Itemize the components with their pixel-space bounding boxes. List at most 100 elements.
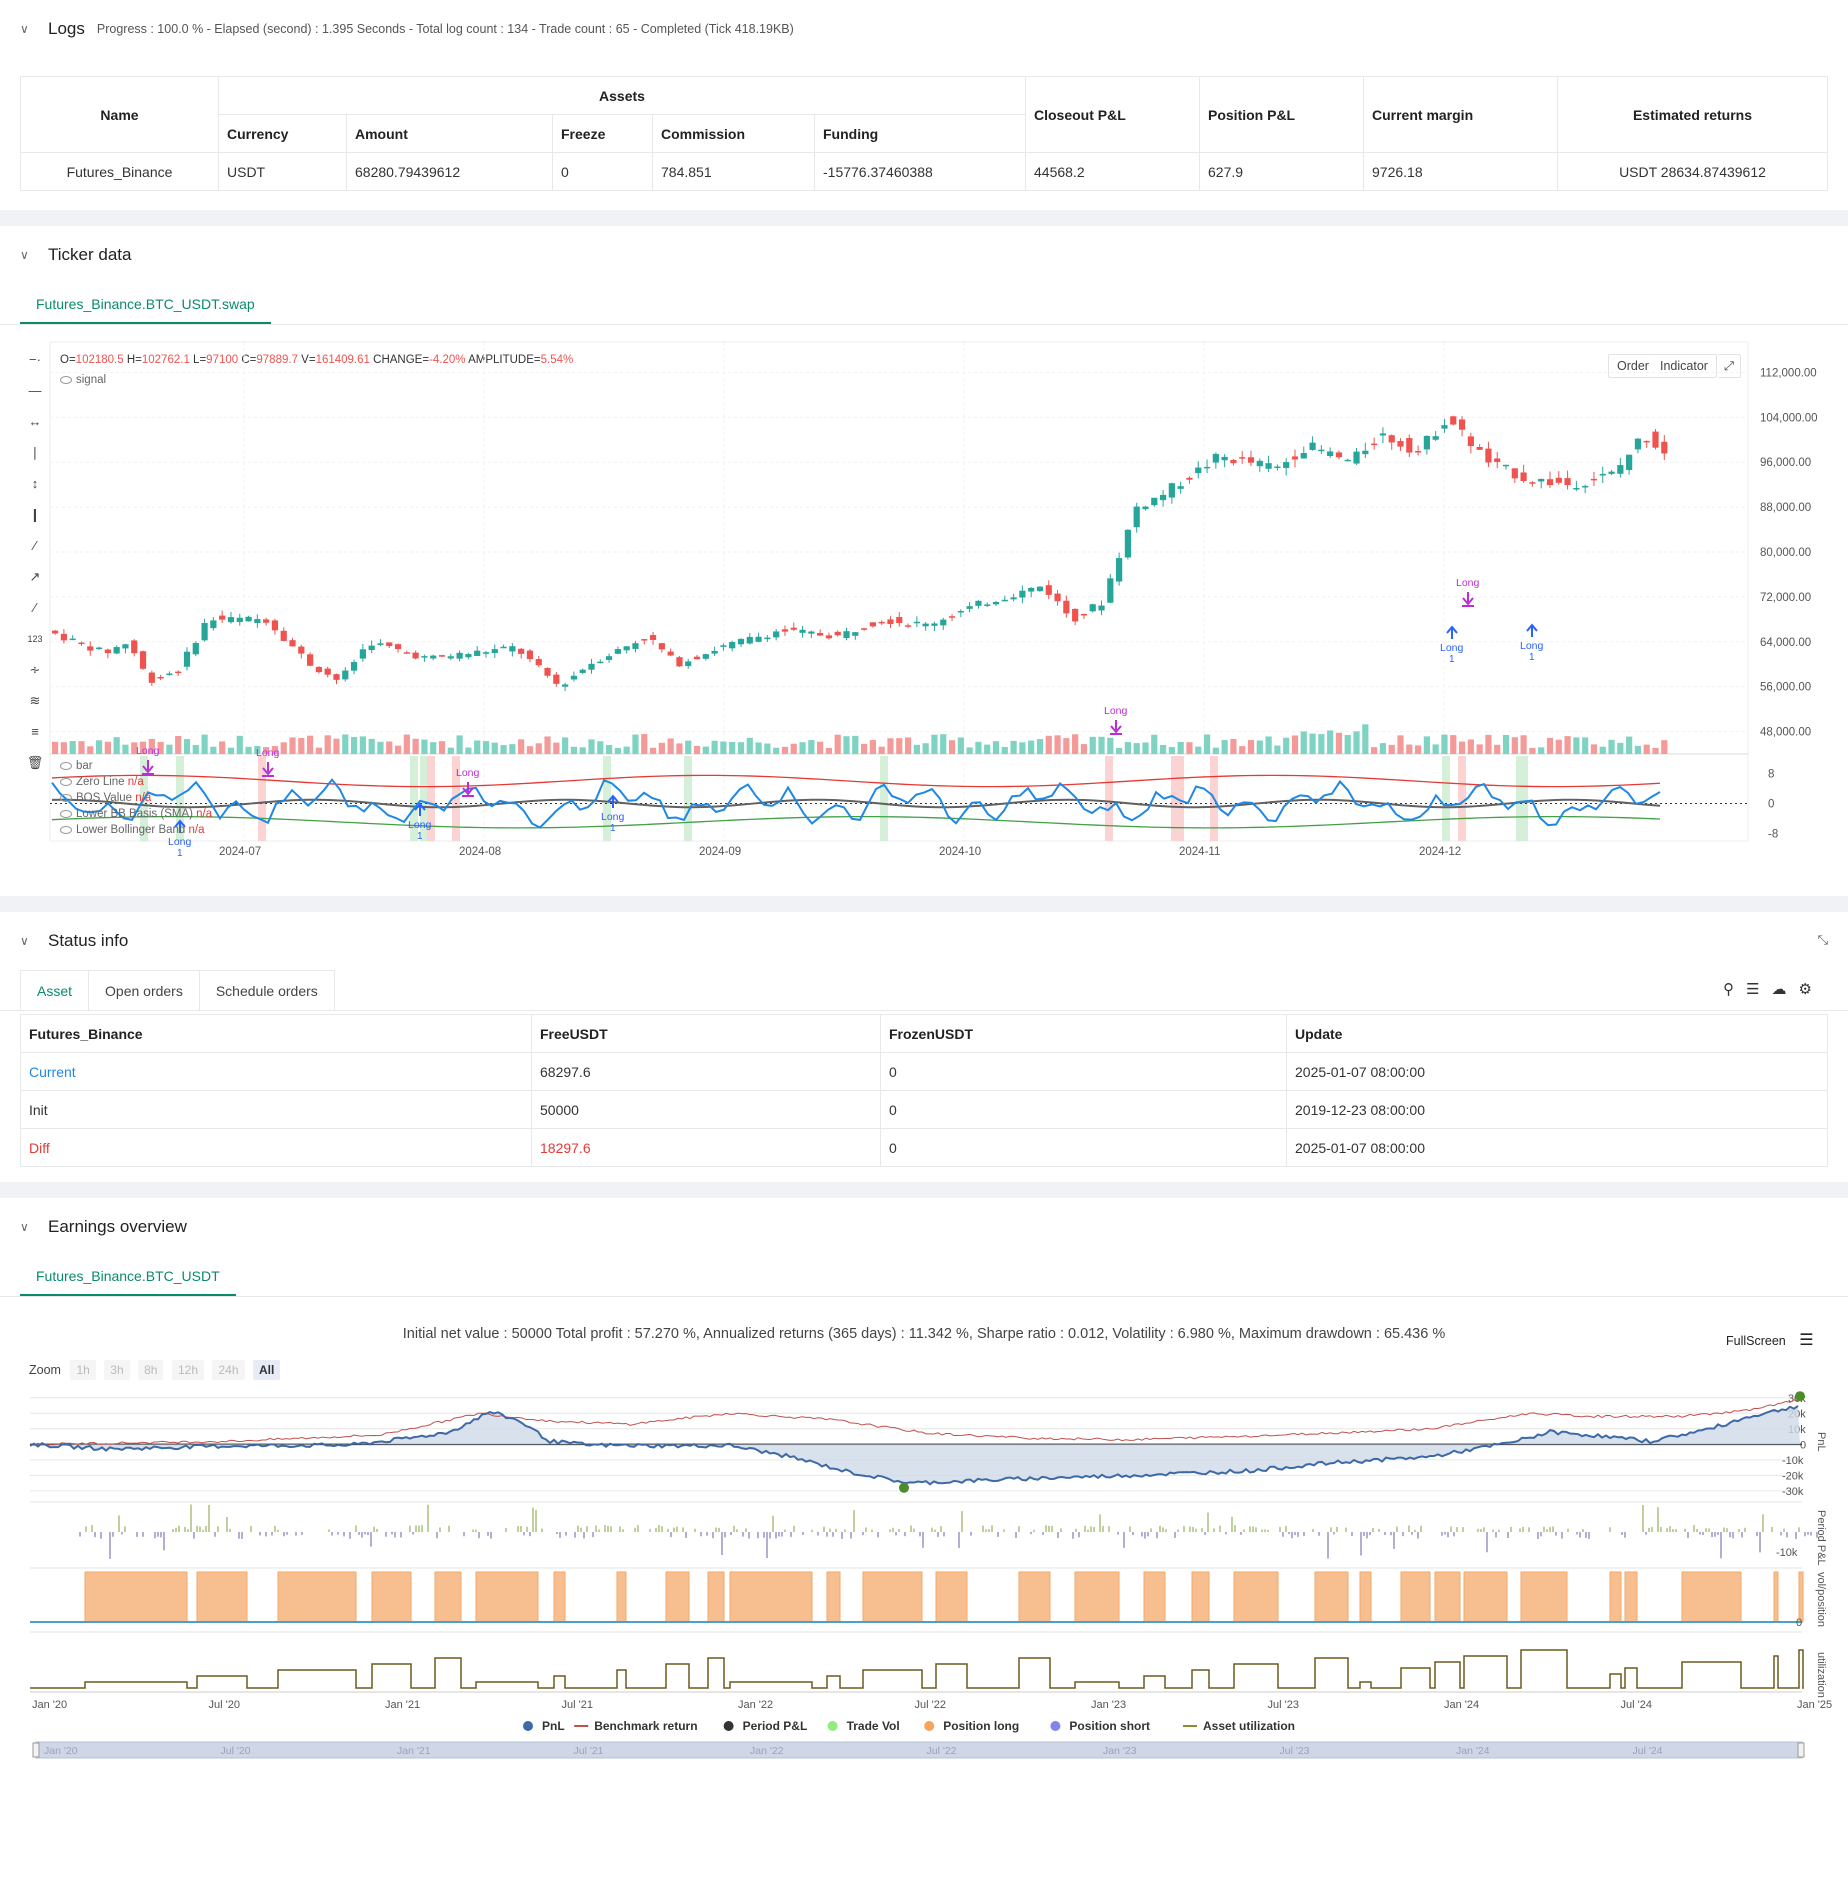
navigator-tick-label: Jul '22 (927, 1745, 957, 1757)
volume-bar (632, 734, 639, 754)
osc-legend-value: n/a (185, 824, 205, 836)
volume-bar (1186, 742, 1193, 754)
price-line-icon[interactable]: ❙ (29, 507, 41, 522)
volume-bar (649, 747, 657, 754)
logs-table: Name Assets Closeout P&L Position P&L Cu… (20, 76, 1828, 191)
volume-bar (465, 747, 472, 754)
menu-icon[interactable]: ☰ (1799, 1332, 1814, 1349)
sell-arrow-icon (462, 782, 474, 797)
osc-legend-item[interactable]: BOS Value n/a (60, 792, 151, 804)
tab-btc-usdt-swap[interactable]: Futures_Binance.BTC_USDT.swap (20, 284, 271, 324)
candle-body (966, 606, 973, 609)
ticker-section: ∨ Ticker data Futures_Binance.BTC_USDT.s… (0, 226, 1848, 896)
candle-body (421, 656, 428, 658)
candle-body (1283, 462, 1290, 468)
eye-icon[interactable] (60, 777, 72, 786)
vertical-segment-icon[interactable]: ↕ (31, 476, 39, 491)
candle-body (1072, 608, 1079, 622)
list-icon[interactable]: ☰ (1746, 981, 1772, 998)
zoom-12h[interactable]: 12h (171, 1360, 204, 1380)
eye-icon[interactable] (60, 375, 72, 384)
trend-line-icon[interactable]: ∕ (33, 538, 37, 553)
candle-body (1159, 494, 1167, 501)
earnings-header[interactable]: ∨ Earnings overview (0, 1198, 1848, 1256)
chevron-down-icon[interactable]: ∨ (20, 934, 29, 948)
volume-bar (1582, 737, 1589, 754)
volume-bar (526, 746, 534, 754)
chevron-down-icon[interactable]: ∨ (20, 1220, 29, 1234)
osc-legend-value: n/a (192, 808, 213, 820)
signal-highlight (684, 756, 692, 841)
col-assets: Assets (218, 76, 1026, 115)
horizontal-line-icon[interactable]: — (28, 383, 42, 398)
trash-icon[interactable]: 🗑 (26, 755, 44, 770)
cloud-download-icon[interactable]: ☁ (1771, 981, 1799, 998)
volume-bar (456, 735, 463, 754)
eye-icon[interactable] (60, 793, 72, 802)
horizontal-ray-icon[interactable]: ↔ (28, 414, 42, 429)
chevron-down-icon[interactable]: ∨ (20, 248, 29, 262)
candle-body (1353, 451, 1360, 464)
zoom-8h[interactable]: 8h (138, 1360, 164, 1380)
order-button[interactable]: Order (1608, 354, 1658, 378)
tab-btc-usdt[interactable]: Futures_Binance.BTC_USDT (20, 1256, 236, 1296)
upper-bollinger-line (51, 774, 1661, 788)
fullscreen-button[interactable]: FullScreen ☰ (1726, 1330, 1814, 1350)
zoom-3h[interactable]: 3h (104, 1360, 130, 1380)
tab-open-orders[interactable]: Open orders (88, 970, 200, 1010)
osc-legend-item[interactable]: Lower Bollinger Band n/a (60, 824, 205, 836)
ray-line-icon[interactable]: ↗ (29, 569, 41, 584)
candle-body (764, 637, 771, 640)
measure-icon[interactable]: ≡ (31, 724, 39, 739)
osc-legend-item[interactable]: Lower BB Basis (SMA) n/a (60, 808, 212, 820)
crosshair-icon[interactable]: −· (29, 352, 41, 367)
gear-icon[interactable]: ⚙ (1798, 981, 1824, 998)
candle-body (685, 661, 692, 667)
candlestick-chart[interactable]: 112,000.00104,000.0096,000.0088,000.0080… (0, 336, 1848, 856)
tab-asset[interactable]: Asset (20, 970, 90, 1010)
search-icon[interactable]: ⚲ (1723, 981, 1747, 998)
fibonacci-icon[interactable]: ≋ (29, 693, 41, 708)
price-tick-label: 88,000.00 (1760, 502, 1811, 514)
osc-legend-item[interactable]: bar (60, 760, 93, 772)
ticker-header[interactable]: ∨ Ticker data (0, 226, 1848, 284)
legend-item-label: PnL (542, 1719, 565, 1733)
zoom-1h[interactable]: 1h (70, 1360, 96, 1380)
chevron-down-icon[interactable]: ∨ (20, 22, 29, 36)
zoom-all[interactable]: All (253, 1360, 281, 1380)
expand-icon[interactable]: ⤢ (1718, 354, 1742, 378)
indicator-button[interactable]: Indicator (1652, 354, 1717, 378)
volume-bar (87, 746, 94, 754)
volume-bar (790, 743, 797, 754)
parallel-channel-icon[interactable]: ∻ (29, 662, 41, 677)
volume-bar (834, 734, 841, 754)
navigator-tick-label: Jul '20 (221, 1745, 251, 1757)
bb-basis-line (51, 798, 1661, 809)
signal-highlight (1176, 756, 1184, 841)
signal-legend[interactable]: signal (60, 374, 106, 386)
sell-marker-label: Long (136, 745, 160, 757)
eye-icon[interactable] (60, 809, 72, 818)
osc-legend-label: BOS Value (76, 792, 133, 804)
logs-header[interactable]: ∨ Logs Progress : 100.0 % - Elapsed (sec… (0, 0, 1848, 58)
date-tick-label: Jan '25 (1797, 1699, 1832, 1711)
price-label-icon[interactable]: 123 (27, 634, 43, 644)
candle-body (236, 617, 243, 622)
table-row: Diff 18297.6 0 2025-01-07 08:00:00 (20, 1128, 1828, 1167)
eye-icon[interactable] (60, 825, 72, 834)
osc-legend-item[interactable]: Zero Line n/a (60, 776, 144, 788)
vertical-line-icon[interactable]: ∣ (31, 445, 39, 460)
zoom-24h[interactable]: 24h (212, 1360, 245, 1380)
col-amount: Amount (346, 114, 553, 153)
collapse-icon[interactable]: ⤡ (1817, 932, 1828, 947)
status-header[interactable]: ∨ Status info (0, 912, 1848, 970)
candle-body (1450, 416, 1457, 425)
candle-body (1116, 558, 1123, 582)
eye-icon[interactable] (60, 761, 72, 770)
candle-body (940, 619, 947, 626)
volume-bar (518, 739, 525, 754)
tab-schedule-orders[interactable]: Schedule orders (198, 970, 335, 1010)
segment-line-icon[interactable]: ∕ (33, 600, 37, 615)
row-label-current[interactable]: Current (20, 1052, 532, 1091)
